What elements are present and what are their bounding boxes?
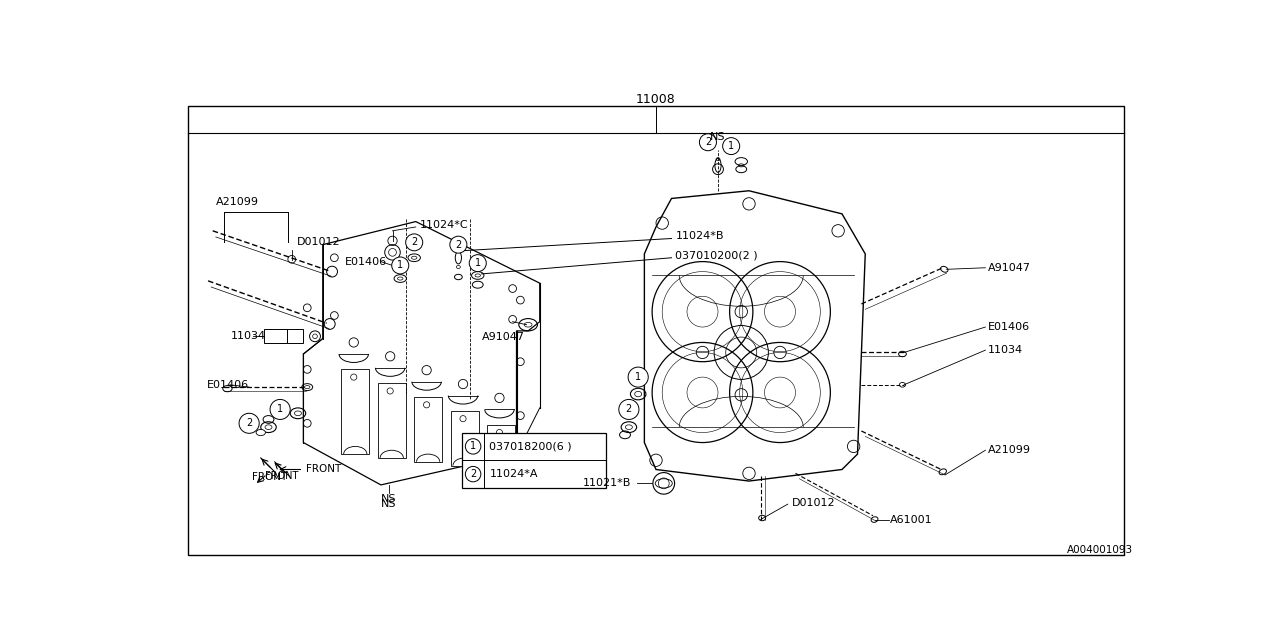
Polygon shape bbox=[415, 397, 442, 462]
Text: 2: 2 bbox=[411, 237, 417, 247]
Text: 1: 1 bbox=[475, 258, 481, 268]
Text: 1: 1 bbox=[276, 404, 283, 415]
Polygon shape bbox=[303, 221, 540, 485]
Polygon shape bbox=[644, 191, 865, 481]
Text: 11024*C: 11024*C bbox=[420, 220, 468, 230]
Text: E01406: E01406 bbox=[344, 257, 387, 267]
Text: 1: 1 bbox=[635, 372, 641, 382]
Circle shape bbox=[392, 257, 408, 274]
Text: A21099: A21099 bbox=[216, 197, 259, 207]
Text: D01012: D01012 bbox=[297, 237, 340, 247]
Circle shape bbox=[385, 244, 401, 260]
Text: D01012: D01012 bbox=[791, 498, 836, 508]
Circle shape bbox=[699, 134, 717, 151]
Polygon shape bbox=[342, 369, 369, 454]
Text: NS: NS bbox=[381, 494, 397, 504]
Text: 1: 1 bbox=[397, 260, 403, 271]
Circle shape bbox=[239, 413, 260, 433]
Text: 1: 1 bbox=[728, 141, 735, 151]
Bar bbox=[279, 330, 302, 343]
Circle shape bbox=[449, 236, 467, 253]
Text: NS: NS bbox=[381, 499, 397, 509]
Text: 11021*B: 11021*B bbox=[582, 478, 631, 488]
Text: 1: 1 bbox=[470, 442, 476, 451]
Circle shape bbox=[466, 438, 481, 454]
Ellipse shape bbox=[256, 429, 265, 436]
Text: 2: 2 bbox=[626, 404, 632, 415]
Text: A21099: A21099 bbox=[988, 445, 1030, 455]
Text: FRONT: FRONT bbox=[265, 470, 298, 481]
Circle shape bbox=[406, 234, 422, 251]
Circle shape bbox=[618, 399, 639, 419]
Text: NS: NS bbox=[710, 132, 726, 142]
Bar bbox=[264, 330, 287, 343]
Circle shape bbox=[470, 255, 486, 271]
Text: 11024*B: 11024*B bbox=[676, 231, 724, 241]
Bar bbox=[462, 433, 605, 488]
Text: A91047: A91047 bbox=[481, 332, 525, 342]
Polygon shape bbox=[488, 425, 515, 470]
Text: E01406: E01406 bbox=[988, 322, 1030, 332]
Text: 11024*A: 11024*A bbox=[489, 469, 538, 479]
Text: FRONT: FRONT bbox=[306, 465, 340, 474]
Circle shape bbox=[723, 138, 740, 155]
Polygon shape bbox=[451, 411, 479, 466]
Text: 11008: 11008 bbox=[636, 93, 676, 106]
Text: 2: 2 bbox=[470, 469, 476, 479]
Polygon shape bbox=[378, 383, 406, 458]
Text: A004001093: A004001093 bbox=[1066, 545, 1133, 556]
Text: 037010200(2 ): 037010200(2 ) bbox=[676, 250, 758, 260]
Text: 2: 2 bbox=[456, 239, 462, 250]
Circle shape bbox=[270, 399, 291, 419]
Circle shape bbox=[466, 467, 481, 482]
Text: 2: 2 bbox=[705, 137, 712, 147]
Text: 2: 2 bbox=[246, 419, 252, 428]
Text: A61001: A61001 bbox=[890, 515, 933, 525]
Text: 11034: 11034 bbox=[232, 332, 266, 341]
Text: E01406: E01406 bbox=[206, 380, 248, 390]
Text: FRONT: FRONT bbox=[252, 472, 288, 482]
Text: A91047: A91047 bbox=[988, 263, 1030, 273]
Text: 037018200(6 ): 037018200(6 ) bbox=[489, 442, 572, 451]
Circle shape bbox=[628, 367, 648, 387]
Text: 11034: 11034 bbox=[988, 345, 1023, 355]
